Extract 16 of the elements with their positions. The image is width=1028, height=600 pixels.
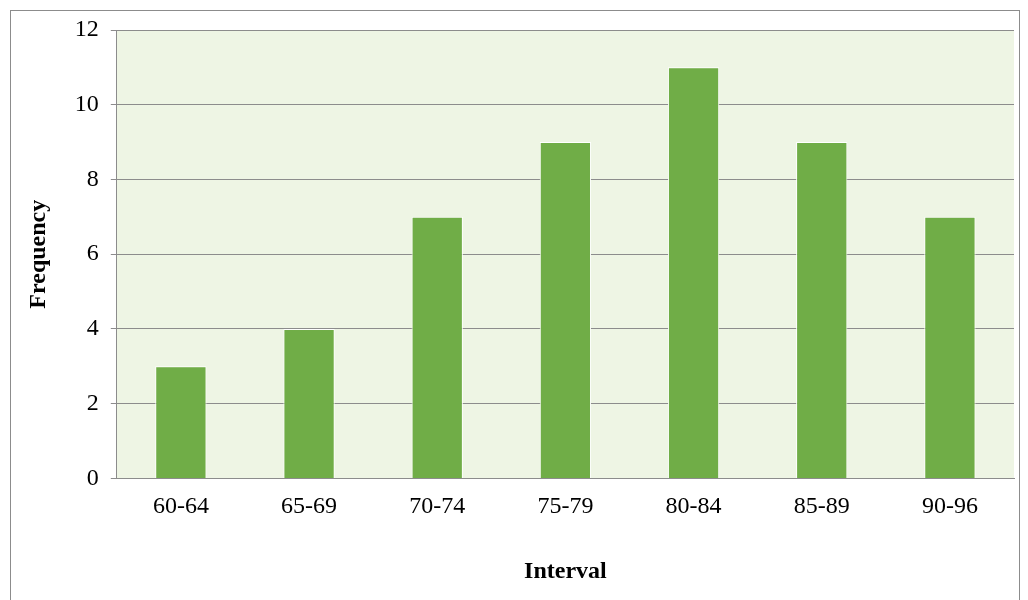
x-tick-label: 60-64 — [152, 492, 209, 519]
x-tick-label: 85-89 — [793, 492, 850, 519]
y-tick-label: 12 — [74, 15, 99, 42]
y-tick-label: 10 — [74, 90, 99, 117]
y-tick-label: 6 — [86, 239, 99, 266]
y-axis-title: Frequency — [23, 199, 50, 309]
x-tick-label: 70-74 — [409, 492, 466, 519]
x-axis-title: Interval — [524, 556, 608, 583]
y-tick-label: 4 — [86, 314, 99, 341]
y-tick-label: 0 — [86, 463, 99, 490]
x-tick-label: 65-69 — [281, 492, 338, 519]
x-tick-label: 75-79 — [537, 492, 594, 519]
y-tick-label: 8 — [86, 164, 99, 191]
x-tick-label: 90-96 — [921, 492, 978, 519]
x-tick-label: 80-84 — [665, 492, 722, 519]
y-tick-label: 2 — [86, 388, 99, 415]
